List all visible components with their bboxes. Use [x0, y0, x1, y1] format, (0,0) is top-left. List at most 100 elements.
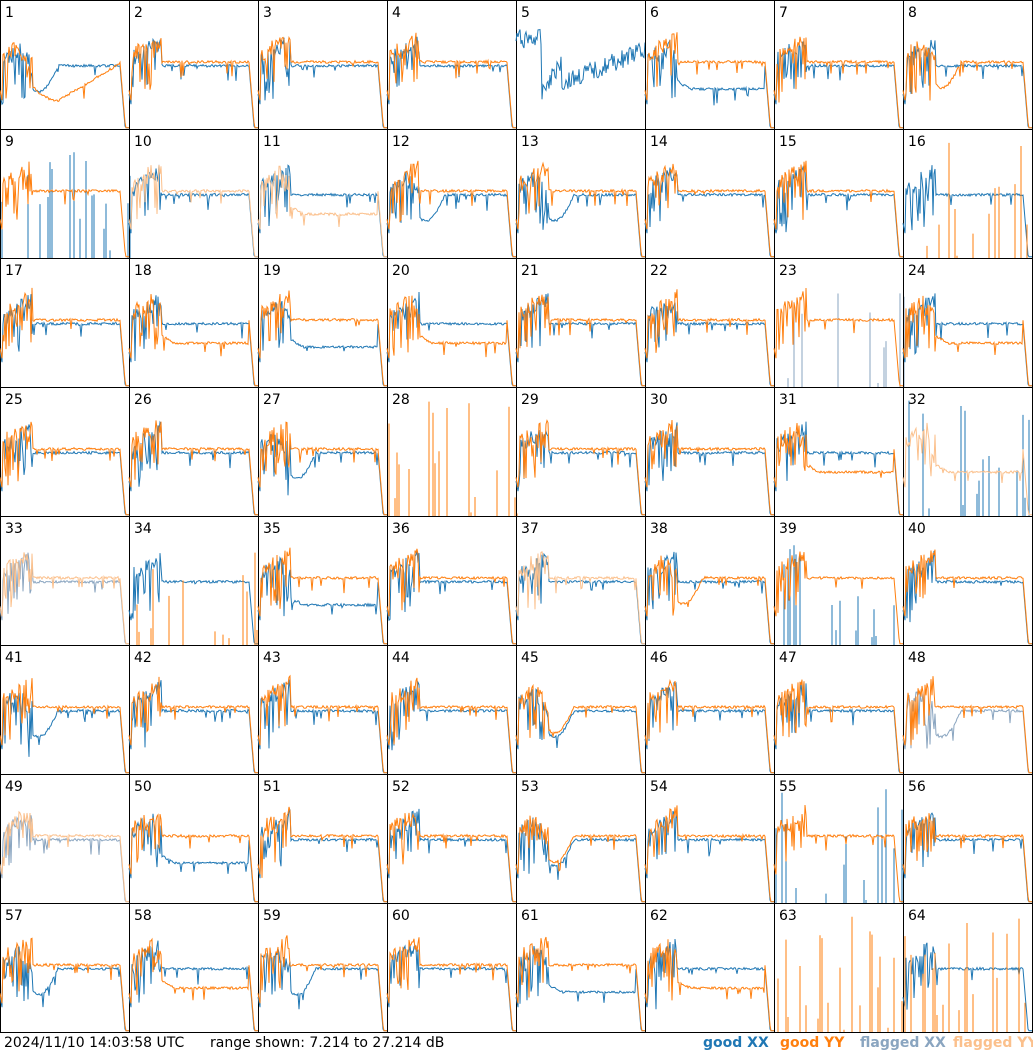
panel-5: 5 [515, 0, 646, 130]
series-yy-panel-2 [128, 38, 258, 129]
panel-label: 55 [779, 779, 797, 795]
panel-label: 17 [5, 263, 23, 279]
series-xx-panel-4 [386, 36, 516, 129]
panel-label: 47 [779, 650, 797, 666]
series-yy-panel-17 [0, 287, 129, 387]
series-xx-panel-49 [0, 815, 129, 903]
panel-58: 58 [128, 903, 259, 1033]
panel-34: 34 [128, 516, 259, 646]
panel-16: 16 [902, 129, 1033, 259]
panel-label: 50 [134, 779, 152, 795]
series-yy-panel-50 [128, 813, 258, 903]
panel-55: 55 [773, 774, 904, 904]
panel-64: 64 [902, 903, 1033, 1033]
series-xx-panel-26 [128, 420, 258, 516]
panel-44: 44 [386, 645, 517, 775]
series-yy-panel-56 [902, 813, 1032, 903]
series-yy-panel-24 [902, 295, 1032, 387]
panel-4: 4 [386, 0, 517, 130]
series-xx-panel-34 [128, 553, 258, 645]
panel-label: 39 [779, 521, 797, 537]
series-yy-panel-33 [0, 552, 129, 645]
panel-46: 46 [644, 645, 775, 775]
series-xx-panel-6 [644, 39, 774, 129]
series-yy-panel-45 [515, 683, 645, 774]
panel-25: 25 [0, 387, 130, 517]
series-xx-panel-38 [644, 551, 774, 645]
series-yy-panel-55 [773, 804, 903, 903]
panel-label: 64 [908, 908, 926, 924]
panel-59: 59 [257, 903, 388, 1033]
series-yy-panel-1 [0, 42, 129, 129]
panel-label: 9 [5, 134, 14, 150]
panel-label: 58 [134, 908, 152, 924]
panel-label: 53 [521, 779, 539, 795]
panel-42: 42 [128, 645, 259, 775]
panel-52: 52 [386, 774, 517, 904]
panel-label: 4 [392, 5, 401, 21]
series-yy-panel-27 [257, 421, 387, 516]
series-xx-panel-59 [257, 948, 387, 1032]
panel-61: 61 [515, 903, 646, 1033]
series-xx-panel-51 [257, 809, 387, 903]
series-yy-panel-20 [386, 295, 516, 387]
panel-54: 54 [644, 774, 775, 904]
series-xx-panel-54 [644, 810, 774, 903]
series-xx-panel-5 [515, 28, 646, 100]
panel-label: 21 [521, 263, 539, 279]
series-yy-panel-49 [0, 810, 129, 903]
panel-57: 57 [0, 903, 130, 1033]
panel-62: 62 [644, 903, 775, 1033]
series-yy-panel-43 [257, 674, 387, 774]
series-xx-panel-24 [902, 293, 1032, 387]
panel-26: 26 [128, 387, 259, 517]
panel-label: 48 [908, 650, 926, 666]
panel-label: 12 [392, 134, 410, 150]
legend-good-yy: good YY [780, 1035, 845, 1051]
panel-label: 52 [392, 779, 410, 795]
panel-label: 10 [134, 134, 152, 150]
panel-label: 62 [650, 908, 668, 924]
panel-label: 30 [650, 392, 668, 408]
panel-49: 49 [0, 774, 130, 904]
panel-label: 54 [650, 779, 668, 795]
panel-56: 56 [902, 774, 1033, 904]
panel-label: 24 [908, 263, 926, 279]
series-xx-panel-33 [0, 552, 129, 645]
panel-label: 26 [134, 392, 152, 408]
panel-60: 60 [386, 903, 517, 1033]
series-yy-panel-10 [128, 164, 258, 258]
panel-label: 40 [908, 521, 926, 537]
legend-flagged-xx: flagged XX [860, 1035, 946, 1051]
series-xx-panel-21 [515, 293, 645, 387]
panel-13: 13 [515, 129, 646, 259]
panel-label: 37 [521, 521, 539, 537]
panel-45: 45 [515, 645, 646, 775]
series-yy-panel-18 [128, 294, 258, 387]
panel-label: 57 [5, 908, 23, 924]
panel-label: 63 [779, 908, 797, 924]
legend-flagged-yy: flagged YY [953, 1035, 1033, 1051]
panel-51: 51 [257, 774, 388, 904]
panel-63: 63 [774, 903, 904, 1033]
panel-label: 19 [263, 263, 281, 279]
series-xx-panel-42 [128, 680, 258, 774]
panel-label: 56 [908, 779, 926, 795]
series-yy-panel-54 [644, 805, 774, 903]
panel-label: 36 [392, 521, 410, 537]
series-yy-panel-42 [128, 676, 258, 774]
panel-label: 60 [392, 908, 410, 924]
panel-label: 45 [521, 650, 539, 666]
panel-label: 51 [263, 779, 281, 795]
series-yy-panel-13 [515, 161, 645, 258]
panel-label: 59 [263, 908, 281, 924]
panel-53: 53 [515, 774, 646, 904]
series-yy-panel-41 [0, 678, 129, 774]
panel-3: 3 [257, 0, 388, 130]
panel-24: 24 [902, 258, 1033, 388]
panel-label: 49 [5, 779, 23, 795]
range-label: range shown: 7.214 to 27.214 dB [210, 1035, 445, 1051]
series-yy-panel-25 [0, 421, 129, 516]
panel-6: 6 [644, 0, 775, 130]
panel-label: 8 [908, 5, 917, 21]
